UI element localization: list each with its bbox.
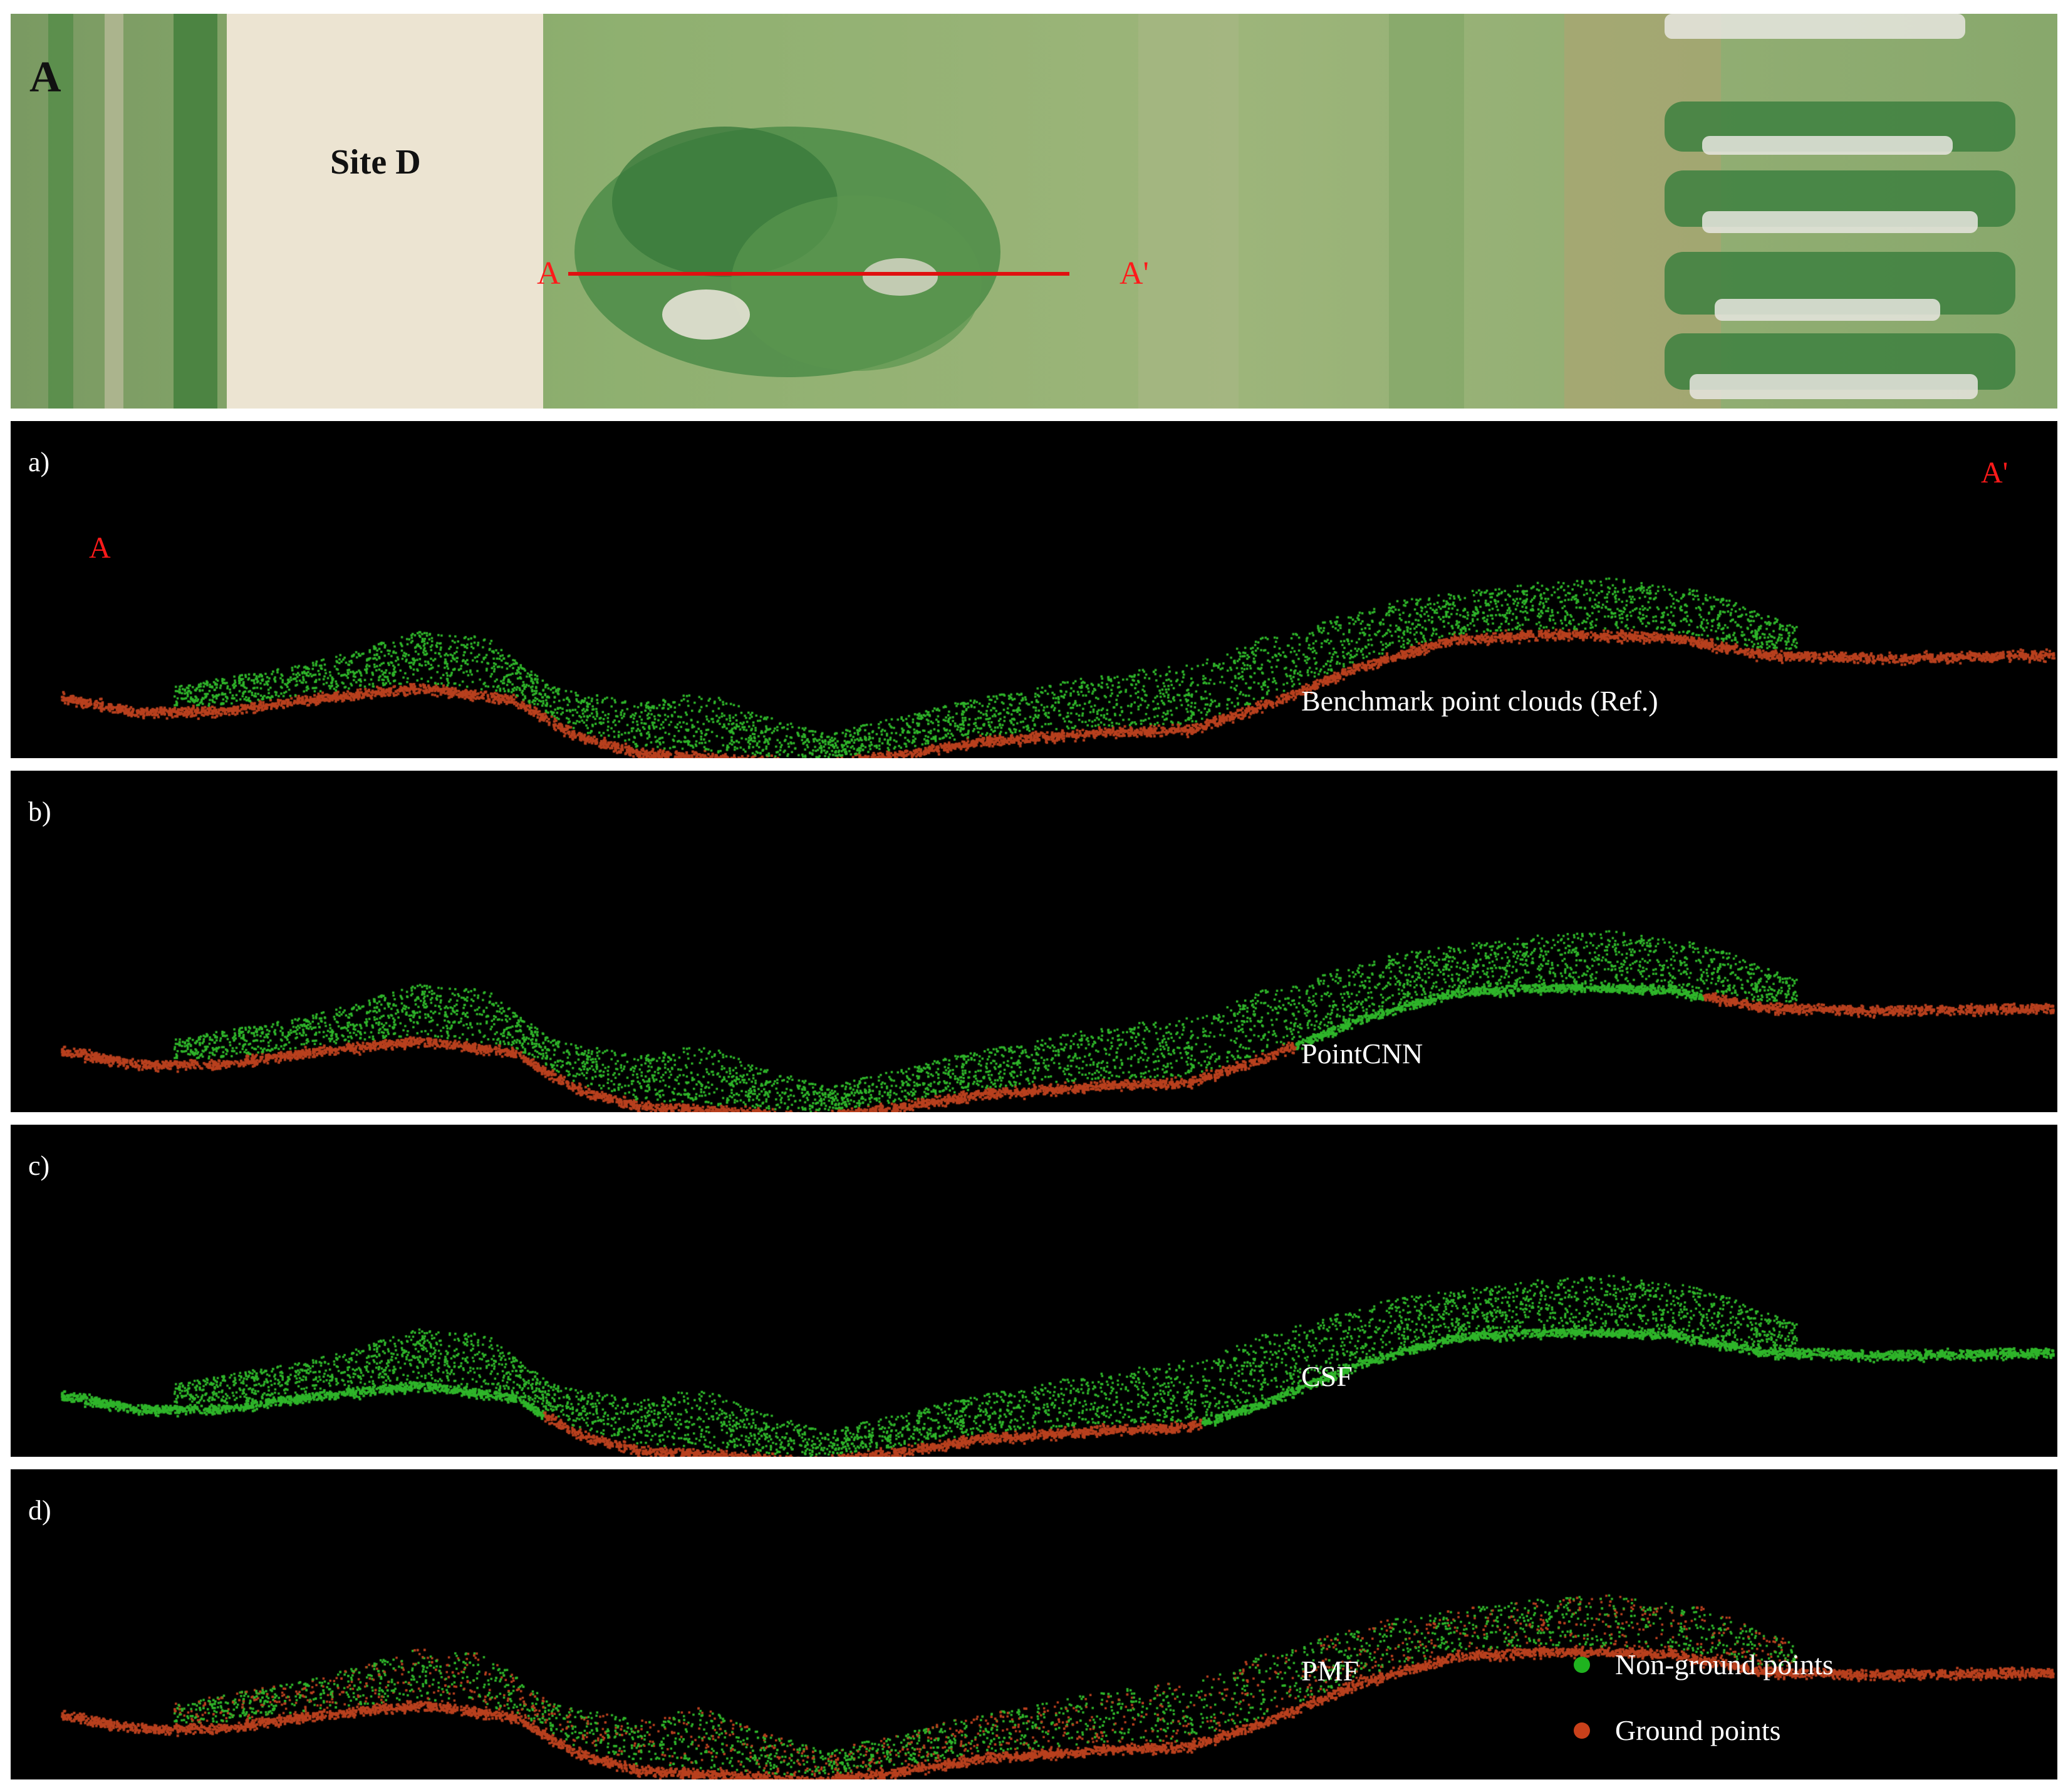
panel-letter: a) <box>28 447 50 477</box>
legend-ground: Ground points <box>1574 1714 1781 1747</box>
profile-panel-b: b) PointCNN <box>11 771 2057 1112</box>
profile-panel-a: a) Benchmark point clouds (Ref.) A A' <box>11 421 2057 758</box>
section-start-label: A <box>537 256 561 291</box>
profile-start-label: A <box>89 531 111 565</box>
profile-panel-c: c) CSF <box>11 1125 2057 1457</box>
nonground-dot-icon <box>1574 1656 1590 1673</box>
method-label: CSF <box>1301 1360 1353 1392</box>
site-label: Site D <box>330 143 421 182</box>
profile-panel-d: d) PMF Non-ground points Ground points <box>11 1469 2057 1779</box>
panel-letter: b) <box>28 796 51 827</box>
aerial-photo: A Site D A A' <box>11 14 2057 409</box>
panel-letter: d) <box>28 1495 51 1526</box>
figure-panel-letter: A <box>29 53 61 102</box>
method-label: PointCNN <box>1301 1038 1423 1070</box>
profile-end-label: A' <box>1981 456 2008 489</box>
legend-nonground-label: Non-ground points <box>1615 1649 1834 1680</box>
point-cloud-canvas <box>11 421 2057 758</box>
method-label: Benchmark point clouds (Ref.) <box>1301 685 1658 717</box>
ground-dot-icon <box>1574 1722 1590 1739</box>
section-end-label: A' <box>1120 256 1149 291</box>
panel-letter: c) <box>28 1150 50 1181</box>
point-cloud-canvas <box>11 1125 2057 1457</box>
point-cloud-canvas <box>11 1469 2057 1779</box>
method-label: PMF <box>1301 1655 1359 1687</box>
aerial-image <box>11 14 2057 409</box>
legend-ground-label: Ground points <box>1615 1714 1781 1746</box>
legend-nonground: Non-ground points <box>1574 1648 1834 1681</box>
point-cloud-canvas <box>11 771 2057 1112</box>
